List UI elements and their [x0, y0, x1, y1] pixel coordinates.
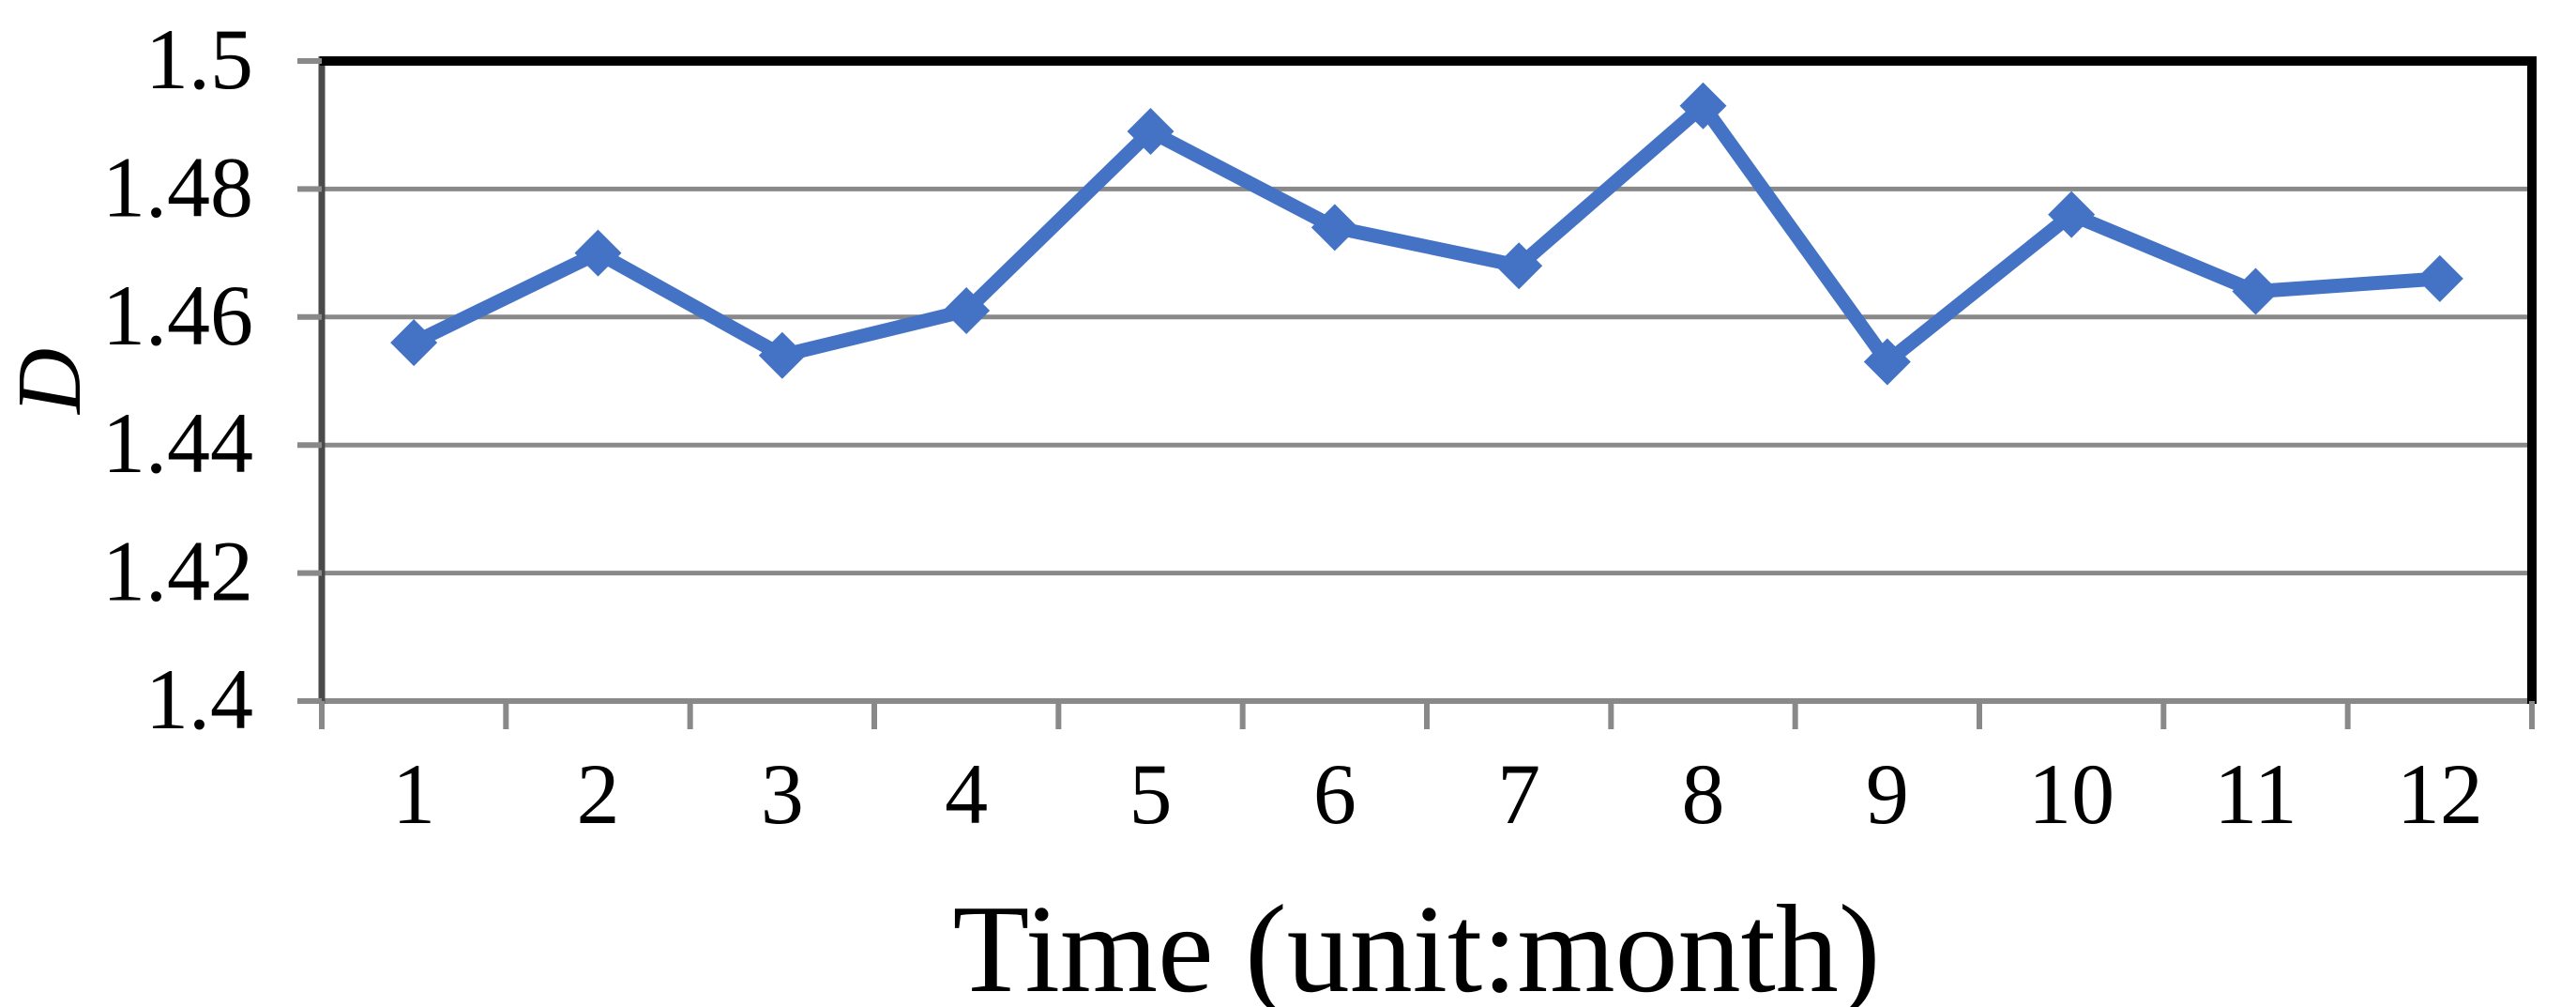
y-tick-label: 1.4 — [145, 651, 253, 747]
x-tick-label: 1 — [392, 746, 435, 842]
y-tick-label: 1.46 — [102, 267, 253, 363]
data-point-marker — [1127, 108, 1174, 156]
data-point-marker — [1863, 338, 1911, 386]
data-point-marker — [943, 286, 991, 334]
y-axis-title: D — [0, 348, 99, 416]
y-tick-label: 1.48 — [102, 139, 253, 235]
data-point-marker — [2048, 191, 2096, 238]
data-point-marker — [1495, 242, 1543, 290]
y-tick-label: 1.5 — [145, 11, 253, 107]
data-point-marker — [1679, 82, 1727, 130]
gridlines — [325, 186, 2527, 576]
data-point-marker — [2232, 267, 2280, 315]
tick-labels: 1.41.421.441.461.481.51 2 3 4 5 6 7 8 9 10 11 12 — [102, 11, 2483, 842]
x-tick-label: 12 — [2397, 746, 2483, 842]
data-point-marker — [2416, 254, 2463, 302]
x-tick-label: 8 — [1682, 746, 1725, 842]
x-tick-label: 7 — [1497, 746, 1540, 842]
x-axis-title: Time (unit:month) — [953, 879, 1881, 1007]
data-series — [390, 82, 2463, 386]
data-point-marker — [390, 319, 438, 367]
y-tick-label: 1.44 — [102, 395, 253, 491]
x-tick-label: 2 — [577, 746, 620, 842]
x-tick-label: 11 — [2214, 746, 2297, 842]
x-tick-label: 10 — [2028, 746, 2114, 842]
series-line — [406, 99, 2447, 370]
axes — [318, 56, 2537, 704]
x-tick-label: 4 — [945, 746, 988, 842]
x-tick-label: 5 — [1129, 746, 1173, 842]
y-tick-label: 1.42 — [102, 524, 253, 619]
x-tick-label: 9 — [1866, 746, 1909, 842]
tick-marks — [297, 58, 2535, 729]
data-point-marker — [1311, 204, 1358, 252]
x-tick-label: 6 — [1313, 746, 1356, 842]
data-point-marker — [758, 331, 806, 379]
data-point-marker — [574, 229, 622, 277]
x-tick-label: 3 — [761, 746, 804, 842]
